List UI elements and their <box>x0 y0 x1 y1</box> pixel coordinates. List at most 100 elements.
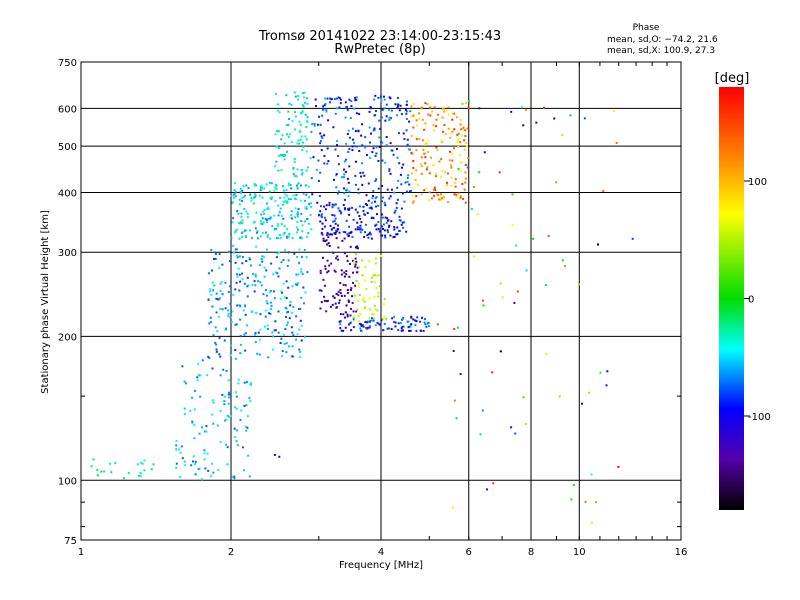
data-point <box>249 193 252 196</box>
data-point <box>285 280 288 283</box>
data-point <box>238 203 241 206</box>
data-point <box>296 168 299 171</box>
data-point <box>266 324 269 327</box>
data-point <box>224 281 227 284</box>
data-point <box>310 228 313 231</box>
data-point <box>392 236 395 239</box>
data-point <box>310 202 313 205</box>
data-point <box>486 488 489 491</box>
data-point <box>290 326 293 329</box>
data-point <box>198 374 201 377</box>
data-point <box>324 219 327 222</box>
data-point <box>287 259 290 262</box>
data-point <box>380 99 383 102</box>
data-point <box>273 453 276 456</box>
data-point <box>346 188 349 191</box>
data-point <box>367 182 370 185</box>
data-point <box>409 110 412 113</box>
data-point <box>349 288 352 291</box>
data-point <box>300 268 303 271</box>
data-point <box>301 141 304 144</box>
data-point <box>364 202 367 205</box>
data-point <box>282 282 285 285</box>
data-point <box>331 206 334 209</box>
data-point <box>374 154 377 157</box>
data-point <box>219 355 222 358</box>
data-point <box>388 116 391 119</box>
data-point <box>461 183 464 186</box>
data-point <box>384 236 387 239</box>
data-point <box>413 115 416 118</box>
data-point <box>324 265 327 268</box>
data-point <box>312 156 315 159</box>
data-point <box>286 150 289 153</box>
data-point <box>259 313 262 316</box>
data-point <box>290 187 293 190</box>
data-point <box>319 210 322 213</box>
data-point <box>389 234 392 237</box>
data-point <box>266 221 269 224</box>
data-point <box>374 324 377 327</box>
data-point <box>203 449 206 452</box>
data-point <box>339 282 342 285</box>
data-point <box>360 162 363 165</box>
data-point <box>597 243 600 246</box>
data-point <box>224 307 227 310</box>
data-point <box>382 329 385 332</box>
data-point <box>243 469 246 472</box>
data-point <box>272 348 275 351</box>
data-point <box>244 236 247 239</box>
data-point <box>246 426 249 429</box>
data-point <box>211 399 214 402</box>
data-point <box>431 110 434 113</box>
data-point <box>441 169 444 172</box>
data-point <box>274 186 277 189</box>
data-point <box>277 103 280 106</box>
data-point <box>492 482 495 485</box>
data-point <box>263 208 266 211</box>
data-point <box>277 224 280 227</box>
data-point <box>524 422 527 425</box>
data-point <box>361 324 364 327</box>
data-point <box>252 273 255 276</box>
data-point <box>357 226 360 229</box>
data-point <box>252 196 255 199</box>
data-point <box>412 200 415 203</box>
data-point <box>233 189 236 192</box>
data-point <box>234 191 237 194</box>
data-point <box>442 107 445 110</box>
data-point <box>285 235 288 238</box>
data-point <box>362 325 365 328</box>
data-point <box>319 269 322 272</box>
data-point <box>572 484 575 487</box>
data-point <box>294 207 297 210</box>
data-point <box>299 199 302 202</box>
data-point <box>259 185 262 188</box>
data-point <box>239 352 242 355</box>
data-point <box>263 187 266 190</box>
data-point <box>203 430 206 433</box>
data-point <box>296 228 299 231</box>
data-point <box>238 222 241 225</box>
data-point <box>269 312 272 315</box>
data-point <box>193 437 196 440</box>
data-point <box>430 197 433 200</box>
data-point <box>307 222 310 225</box>
data-point <box>287 345 290 348</box>
data-point <box>328 233 331 236</box>
data-point <box>343 198 346 201</box>
phase-stats-o: mean, sd,O: −74.2, 21.6 <box>607 35 718 45</box>
data-point <box>328 264 331 267</box>
data-point <box>226 414 229 417</box>
data-point <box>365 288 368 291</box>
data-point <box>382 95 385 98</box>
data-point <box>282 189 285 192</box>
data-point <box>588 391 591 394</box>
data-point <box>333 269 336 272</box>
data-point <box>412 166 415 169</box>
data-point <box>246 216 249 219</box>
data-point <box>265 202 268 205</box>
data-point <box>272 335 275 338</box>
data-point <box>352 262 355 265</box>
data-point <box>139 475 142 478</box>
